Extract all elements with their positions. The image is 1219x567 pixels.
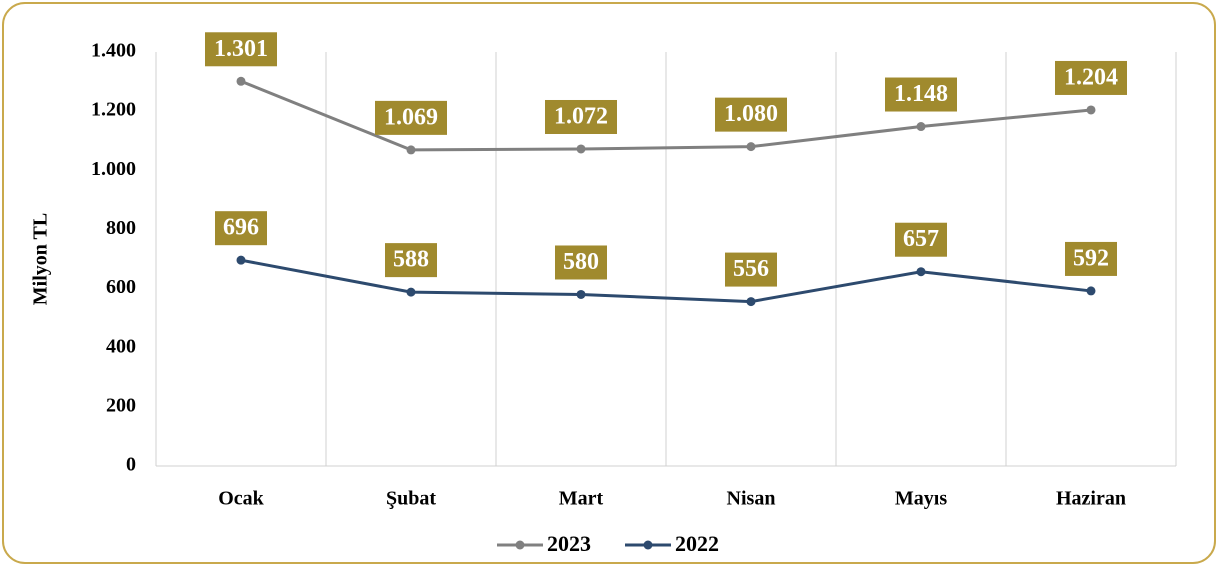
series-line [240,258,1092,304]
data-label: 1.301 [214,36,268,62]
point [1086,105,1096,115]
data-label: 1.204 [1064,64,1118,90]
legend-label: 2023 [547,531,591,556]
data-label-box [885,77,957,112]
point [1086,286,1096,296]
point [916,122,926,132]
data-label-box [205,32,277,67]
data-label-box [375,100,447,135]
data-label-box [555,245,607,280]
point [746,142,756,152]
point [236,76,246,86]
y-tick-label: 1.000 [91,158,136,180]
x-tick-label: Haziran [1056,488,1126,510]
x-tick-label: Ocak [218,488,264,510]
point [406,287,416,297]
point [746,297,756,307]
y-axis-label: Milyon TL [30,213,52,305]
y-tick-label: 400 [106,335,136,357]
point [406,145,416,155]
data-label: 556 [733,256,769,282]
y-tick-label: 0 [126,454,136,476]
data-label: 592 [1073,245,1109,271]
data-label: 696 [223,215,259,241]
x-tick-label: Şubat [386,488,436,510]
data-label-box [715,97,787,132]
y-tick-label: 1.400 [91,40,136,62]
point [916,267,926,277]
data-label-box [1055,60,1127,95]
y-tick-label: 600 [106,276,136,298]
data-label-box [545,99,617,134]
data-label: 1.072 [554,103,608,129]
y-tick-label: 1.200 [91,99,136,121]
data-label: 1.080 [724,101,778,127]
point [576,289,586,299]
legend-marker [515,540,525,550]
data-label-box [725,252,777,287]
series-line [240,79,1092,152]
x-tick-label: Nisan [727,488,776,510]
legend-label: 2022 [675,531,719,556]
point [236,255,246,265]
x-tick-label: Mayıs [895,488,947,510]
data-label: 1.148 [894,81,948,107]
legend-marker [643,540,653,550]
y-tick-label: 200 [106,394,136,416]
data-label: 580 [563,249,599,275]
data-label-box [895,222,947,257]
data-label: 1.069 [384,104,438,130]
x-tick-label: Mart [559,488,604,510]
data-label-box [385,243,437,278]
data-label: 657 [903,226,939,252]
data-label: 588 [393,247,429,273]
y-tick-label: 800 [106,217,136,239]
data-label-box [1065,241,1117,276]
point [576,144,586,154]
data-label-box [215,211,267,246]
